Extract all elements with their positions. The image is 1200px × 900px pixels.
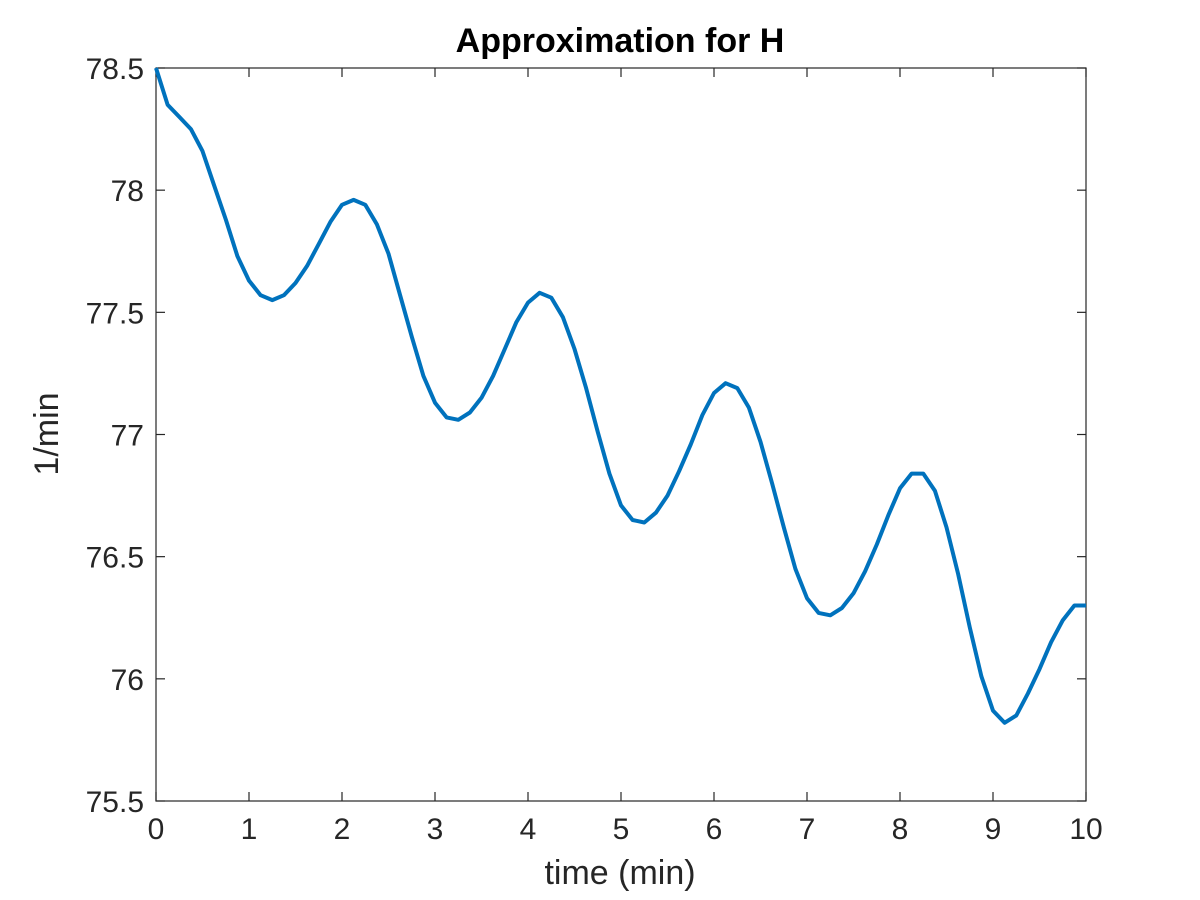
x-tick-labels: 0 1 2 3 4 5 6 7 8 9 10 (148, 813, 1103, 846)
x-tick-label: 9 (985, 813, 1002, 846)
x-tick-label: 7 (799, 813, 816, 846)
y-tick-label: 76 (111, 664, 144, 697)
x-axis-label: time (min) (544, 854, 695, 892)
chart-title: Approximation for H (456, 22, 785, 60)
x-tick-label: 6 (706, 813, 723, 846)
y-tick-label: 77.5 (86, 297, 144, 330)
x-tick-label: 2 (334, 813, 351, 846)
series-line-0 (154, 67, 1086, 725)
x-tick-label: 4 (520, 813, 537, 846)
y-tick-label: 76.5 (86, 542, 144, 575)
x-tick-label: 8 (892, 813, 909, 846)
x-tick-label: 3 (427, 813, 444, 846)
x-tick-label: 10 (1069, 813, 1102, 846)
y-tick-label: 78.5 (86, 53, 144, 86)
y-axis-label: 1/min (28, 392, 66, 475)
x-tick-label: 0 (148, 813, 165, 846)
plot-area (154, 67, 1087, 802)
y-tick-labels: 75.5 76 76.5 77 77.5 78 78.5 (86, 53, 144, 819)
x-tick-label: 1 (241, 813, 258, 846)
y-tick-label: 75.5 (86, 786, 144, 819)
y-tick-label: 77 (111, 420, 144, 453)
x-tick-label: 5 (613, 813, 630, 846)
y-tick-label: 78 (111, 175, 144, 208)
